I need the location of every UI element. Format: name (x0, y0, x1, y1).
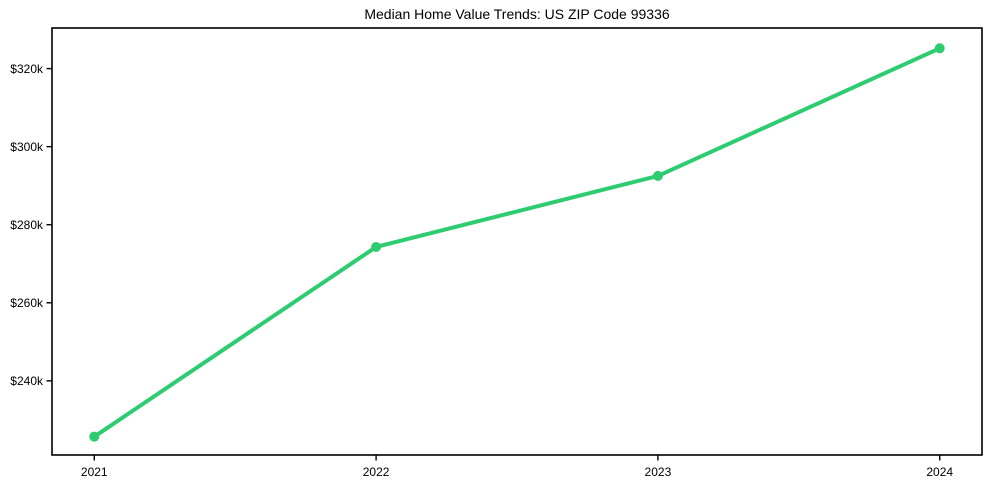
x-axis-tick-label: 2023 (645, 465, 672, 479)
x-axis-tick-label: 2024 (926, 465, 953, 479)
data-point-marker (371, 241, 382, 252)
data-point-marker (89, 431, 100, 442)
y-axis-tick-label: $260k (10, 296, 44, 310)
x-axis-tick-label: 2021 (81, 465, 108, 479)
trend-line (92, 46, 942, 439)
y-axis-tick-label: $300k (10, 140, 44, 154)
y-axis-tick-label: $320k (10, 62, 44, 76)
y-axis-tick-label: $240k (10, 374, 44, 388)
data-point-marker (652, 170, 663, 181)
data-point-marker (934, 43, 945, 54)
chart-title: Median Home Value Trends: US ZIP Code 99… (364, 6, 670, 22)
axes-spines (51, 27, 983, 456)
y-axis-tick-label: $280k (10, 218, 44, 232)
x-axis-tick-label: 2022 (363, 465, 390, 479)
